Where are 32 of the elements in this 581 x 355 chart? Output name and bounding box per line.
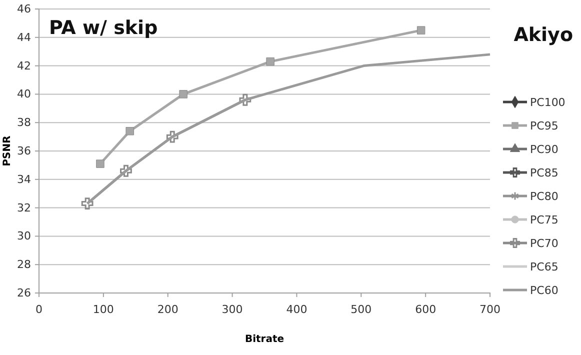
y-axis-title: PSNR [2,135,13,166]
y-tick-label: 34 [17,172,31,186]
x-tick-label: 500 [350,302,372,316]
x-tick-label: 600 [415,302,436,316]
legend-label: PC60 [530,284,558,297]
y-tick-label: 38 [17,116,31,130]
y-tick-label: 46 [17,2,31,16]
chart-title: PA w/ skip [49,17,158,39]
y-tick-label: 42 [17,59,31,72]
y-tick-label: 40 [17,88,31,101]
legend-label: PC80 [530,190,558,203]
legend-label: PC90 [530,143,558,156]
legend-label: PC65 [530,260,558,274]
x-tick-label: 300 [222,302,243,316]
y-tick-label: 36 [17,144,31,158]
legend-label: PC95 [530,120,558,132]
x-tick-label: 0 [36,302,42,316]
legend-label: PC70 [530,237,558,250]
y-tick-label: 28 [17,258,31,272]
text: Akiyo [514,24,573,46]
legend-label: PC85 [530,166,558,180]
x-tick-label: 700 [480,302,500,316]
y-tick-label: 32 [17,201,31,214]
x-tick-label: 200 [157,302,178,316]
legend-label: PC100 [530,96,566,109]
y-tick-label: 26 [17,286,31,300]
legend-label: PC75 [530,214,558,226]
x-tick-label: 100 [92,302,114,316]
y-tick-label: 44 [17,30,31,44]
x-axis-title: Bitrate [244,334,284,345]
y-tick-label: 30 [17,230,31,243]
x-tick-label: 400 [286,302,308,316]
